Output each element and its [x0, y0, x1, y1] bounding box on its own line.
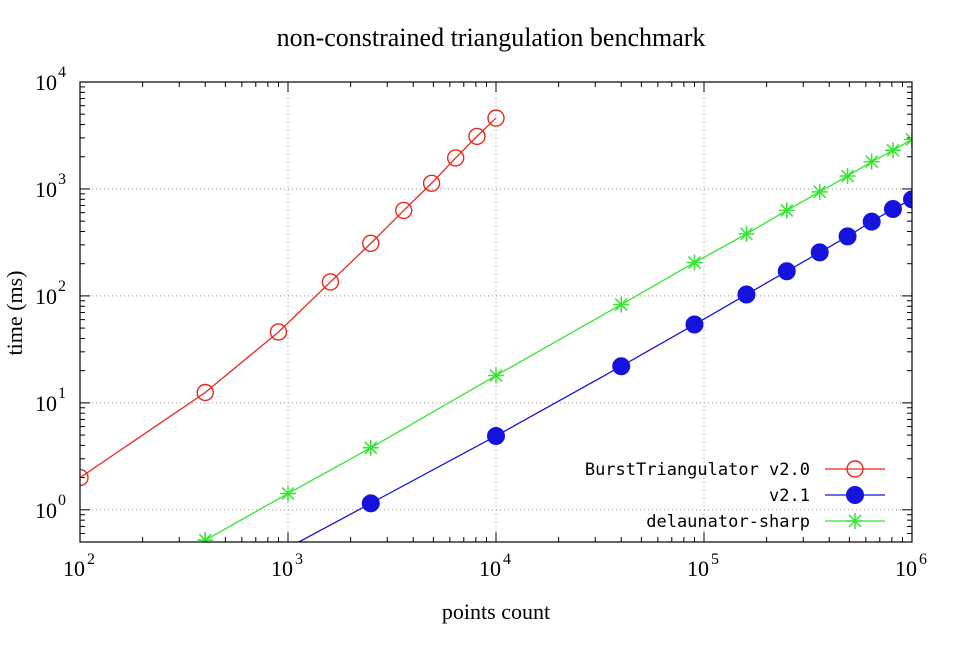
x-tick-exponent: 4: [503, 551, 511, 568]
series-2: [197, 131, 912, 542]
legend-marker: [847, 513, 863, 529]
data-point: [362, 439, 379, 456]
x-tick-label: 10 2: [63, 551, 95, 581]
data-point: [321, 273, 340, 291]
x-tick-base: 10: [63, 556, 85, 581]
series-0: [80, 109, 505, 487]
series-1: [297, 190, 912, 542]
x-tick-label: 10 5: [687, 551, 719, 581]
data-point: [446, 149, 465, 167]
x-tick-exponent: 5: [711, 551, 719, 568]
data-point: [613, 296, 630, 313]
data-point: [361, 494, 380, 513]
legend-marker: [846, 460, 864, 478]
legend-entry: delaunator-sharp: [646, 512, 885, 532]
data-point: [811, 183, 828, 200]
data-point: [862, 212, 881, 231]
y-tick-exponent: 0: [58, 492, 66, 509]
data-point: [280, 485, 296, 502]
legend-label: v2.1: [769, 486, 810, 506]
legend-label: delaunator-sharp: [646, 512, 810, 532]
data-point: [686, 254, 703, 271]
x-tick-label: 10 4: [479, 551, 511, 581]
data-point: [362, 234, 380, 253]
legend: BurstTriangulator v2.0 v2.1 delaunator-sha…: [585, 460, 885, 532]
data-series: [80, 109, 912, 542]
y-axis-label: time (ms): [2, 271, 27, 356]
y-tick-base: 10: [35, 391, 57, 416]
data-point: [737, 285, 756, 304]
y-tick-base: 10: [35, 284, 57, 309]
y-tick-label: 10 3: [35, 171, 66, 202]
data-point: [80, 468, 89, 487]
y-tick-exponent: 4: [58, 64, 66, 81]
data-point: [903, 190, 912, 209]
x-tick-base: 10: [479, 556, 501, 581]
data-point: [196, 383, 214, 402]
axis-ticks: 10 2 10 3 10 4 10 5 10 610 010 110 210 310 4: [35, 64, 927, 581]
data-point: [269, 323, 288, 341]
y-tick-base: 10: [35, 70, 57, 95]
data-point: [488, 367, 504, 384]
x-tick-base: 10: [687, 556, 709, 581]
data-point: [685, 315, 704, 334]
data-point: [810, 243, 829, 262]
x-axis-label: points count: [442, 599, 550, 624]
y-tick-label: 10 2: [35, 278, 66, 309]
legend-entry: v2.1: [769, 486, 885, 506]
data-point: [395, 201, 413, 220]
x-tick-label: 10 3: [271, 551, 303, 581]
data-point: [884, 142, 901, 159]
x-tick-label: 10 6: [895, 551, 927, 581]
data-point: [838, 227, 857, 246]
data-point: [197, 532, 214, 542]
data-point: [487, 426, 505, 445]
y-tick-exponent: 2: [58, 278, 66, 295]
series-line: [80, 117, 497, 479]
legend-marker: [846, 486, 864, 504]
y-tick-base: 10: [35, 498, 57, 523]
y-tick-exponent: 1: [58, 385, 66, 402]
data-point: [612, 357, 631, 376]
x-tick-base: 10: [895, 556, 917, 581]
legend-label: BurstTriangulator v2.0: [585, 460, 810, 480]
data-point: [487, 109, 505, 127]
plot-frame: [79, 81, 913, 543]
x-tick-exponent: 2: [87, 551, 95, 568]
y-tick-exponent: 3: [58, 171, 66, 188]
x-tick-base: 10: [271, 556, 293, 581]
x-tick-exponent: 6: [919, 551, 927, 568]
series-line: [204, 138, 912, 541]
y-tick-base: 10: [35, 177, 57, 202]
chart-title: non-constrained triangulation benchmark: [277, 23, 706, 52]
y-tick-label: 10 4: [35, 64, 66, 95]
data-point: [422, 174, 441, 192]
data-point: [883, 199, 902, 218]
y-tick-label: 10 0: [35, 492, 66, 523]
y-tick-label: 10 1: [35, 385, 66, 416]
data-point: [738, 225, 755, 242]
x-tick-exponent: 3: [295, 551, 303, 568]
data-point: [839, 168, 856, 185]
grid-lines: [80, 82, 912, 542]
data-point: [777, 262, 796, 281]
data-point: [468, 127, 486, 146]
data-point: [863, 153, 880, 170]
data-point: [778, 202, 795, 219]
legend-entry: BurstTriangulator v2.0: [585, 460, 885, 480]
